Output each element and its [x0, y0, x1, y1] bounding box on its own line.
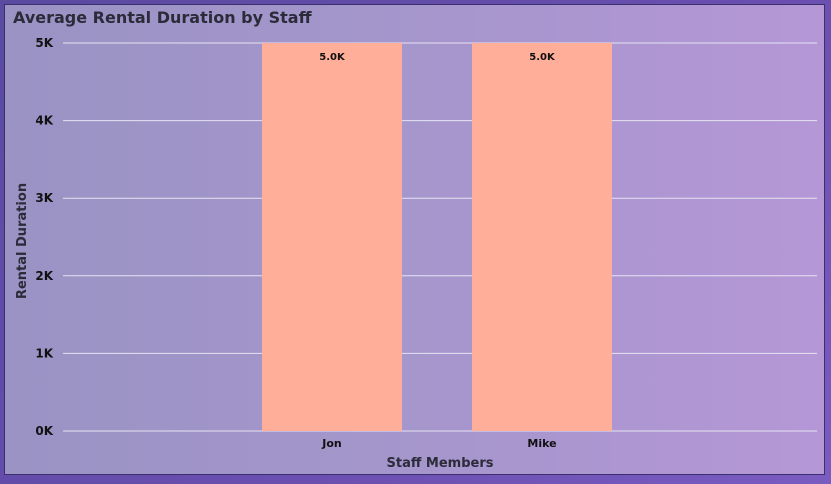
data-label-mike: 5.0K	[529, 52, 556, 63]
x-axis-ticks: Jon Mike	[321, 437, 556, 450]
y-tick-label: 0K	[35, 424, 53, 438]
y-tick-label: 5K	[35, 36, 53, 50]
y-tick-label: 2K	[35, 269, 53, 283]
gridlines	[63, 42, 817, 432]
bar-jon[interactable]	[262, 43, 402, 431]
x-tick-label: Jon	[321, 437, 341, 450]
y-tick-label: 4K	[35, 114, 53, 128]
data-labels: 5.0K 5.0K	[319, 52, 556, 63]
data-label-jon: 5.0K	[319, 52, 346, 63]
bars	[262, 43, 612, 431]
y-axis-title: Rental Duration	[15, 183, 30, 299]
y-tick-label: 1K	[35, 346, 53, 360]
chart-visual[interactable]: Average Rental Duration by Staff 5.0K 5.0…	[4, 4, 825, 475]
x-axis-title: Staff Members	[387, 456, 494, 471]
y-axis-ticks: 0K 1K 2K 3K 4K 5K	[35, 36, 53, 438]
x-tick-label: Mike	[527, 437, 556, 450]
bar-chart: 5.0K 5.0K 0K 1K 2K 3K 4K 5K Jon Mike Staff Memb…	[15, 36, 817, 471]
y-tick-label: 3K	[35, 191, 53, 205]
bar-mike[interactable]	[472, 43, 612, 431]
chart-title: Average Rental Duration by Staff	[13, 8, 312, 27]
